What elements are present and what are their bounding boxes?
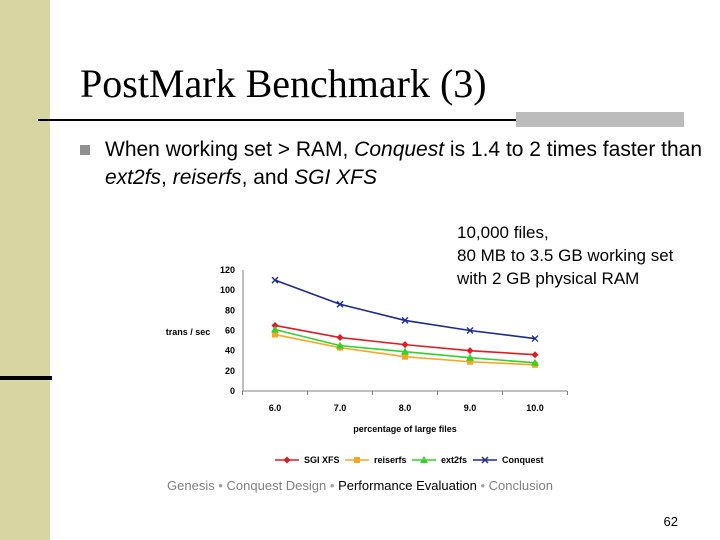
note-line-working-set: 80 MB to 3.5 GB working set xyxy=(457,246,674,265)
throughput-line-chart: trans / sec percentage of large files 0 2… xyxy=(166,265,568,465)
data-point-ext2fs xyxy=(271,325,279,333)
workload-note: 10,000 files, 80 MB to 3.5 GB working se… xyxy=(457,221,673,290)
x-axis-label: percentage of large files xyxy=(353,424,457,434)
bullet-text-part: is 1.4 to 2 times faster than xyxy=(444,138,703,161)
bullet-square-icon xyxy=(80,145,90,155)
bullet-text-conquest: Conquest xyxy=(354,138,445,161)
x-tick-label: 6.0 xyxy=(269,403,282,413)
slide-number: 62 xyxy=(663,514,678,529)
data-point-reiserfs xyxy=(467,358,473,365)
data-point-conquest xyxy=(466,327,474,334)
bullet-text-ext2fs: ext2fs xyxy=(105,166,162,189)
data-point-ext2fs xyxy=(466,353,474,361)
y-tick-label: 40 xyxy=(225,346,235,356)
bullet-text-sgi-xfs: SGI XFS xyxy=(294,166,377,189)
legend-label-sgi-xfs: SGI XFS xyxy=(304,455,340,465)
data-point-ext2fs xyxy=(401,347,409,355)
data-point-ext2fs xyxy=(531,358,539,366)
data-point-reiserfs xyxy=(272,331,278,338)
y-tick-label: 20 xyxy=(225,366,235,376)
bullet-text-part: , xyxy=(161,166,173,189)
left-band-mark xyxy=(0,376,52,380)
left-decorative-band xyxy=(0,0,50,540)
section-footer: Genesis • Conquest Design • Performance … xyxy=(0,478,720,493)
data-point-conquest xyxy=(401,316,409,324)
x-tick-group: 6.0 7.0 8.0 9.0 10.0 xyxy=(242,391,568,413)
footer-conquest-design: Conquest Design xyxy=(226,478,327,493)
slide-title: PostMark Benchmark (3) xyxy=(80,61,487,106)
legend-label-reiserfs: reiserfs xyxy=(374,455,407,465)
x-tick-label: 8.0 xyxy=(399,403,412,413)
legend-label-ext2fs: ext2fs xyxy=(441,455,467,465)
footer-separator: • xyxy=(329,478,335,493)
legend-marker-ext2fs xyxy=(420,456,428,463)
legend-marker-reiserfs xyxy=(354,457,360,463)
y-tick-label: 80 xyxy=(225,305,235,315)
data-point-conquest xyxy=(271,276,279,284)
y-tick-label: 60 xyxy=(225,326,235,336)
data-point-sgi-xfs xyxy=(271,321,279,329)
data-point-sgi-xfs xyxy=(401,341,409,349)
footer-conclusion: Conclusion xyxy=(488,478,553,493)
bullet-text-part: , and xyxy=(241,166,295,189)
legend: SGI XFS reiserfs ext2fs Conquest xyxy=(275,455,544,465)
bullet-text-part: When working set > RAM, xyxy=(105,138,355,161)
y-tick-label: 100 xyxy=(220,285,235,295)
legend-label-conquest: Conquest xyxy=(502,455,544,465)
note-line-ram: with 2 GB physical RAM xyxy=(457,269,640,288)
data-point-sgi-xfs xyxy=(531,351,539,359)
y-tick-label: 0 xyxy=(230,386,235,396)
bullet-text-reiserfs: reiserfs xyxy=(172,166,242,189)
footer-separator: • xyxy=(218,478,223,493)
bullet-text: When working set > RAM, Conquest is 1.4 … xyxy=(105,136,705,192)
footer-separator: • xyxy=(480,478,486,493)
x-tick-label: 7.0 xyxy=(334,403,347,413)
series-group xyxy=(271,276,539,368)
data-point-reiserfs xyxy=(402,353,408,360)
x-tick-label: 9.0 xyxy=(464,403,477,413)
title-accent-block xyxy=(516,112,684,127)
data-point-sgi-xfs xyxy=(466,347,474,355)
note-line-files: 10,000 files, xyxy=(457,223,549,242)
data-point-conquest xyxy=(336,300,344,308)
data-point-conquest xyxy=(531,335,539,343)
data-point-sgi-xfs xyxy=(336,334,344,342)
y-tick-label: 120 xyxy=(220,265,235,275)
footer-performance-evaluation: Performance Evaluation xyxy=(338,478,477,493)
title-underline xyxy=(38,119,684,121)
series-line-conquest xyxy=(274,279,536,340)
x-tick-label: 10.0 xyxy=(526,403,544,413)
footer-genesis: Genesis xyxy=(167,478,215,493)
left-band-edge xyxy=(50,0,53,378)
legend-marker-conquest xyxy=(481,456,489,464)
y-tick-group: 0 20 40 60 80 100 120 xyxy=(220,265,235,396)
y-axis-label: trans / sec xyxy=(166,327,211,337)
data-point-ext2fs xyxy=(336,341,344,349)
legend-marker-sgi-xfs xyxy=(283,456,291,464)
